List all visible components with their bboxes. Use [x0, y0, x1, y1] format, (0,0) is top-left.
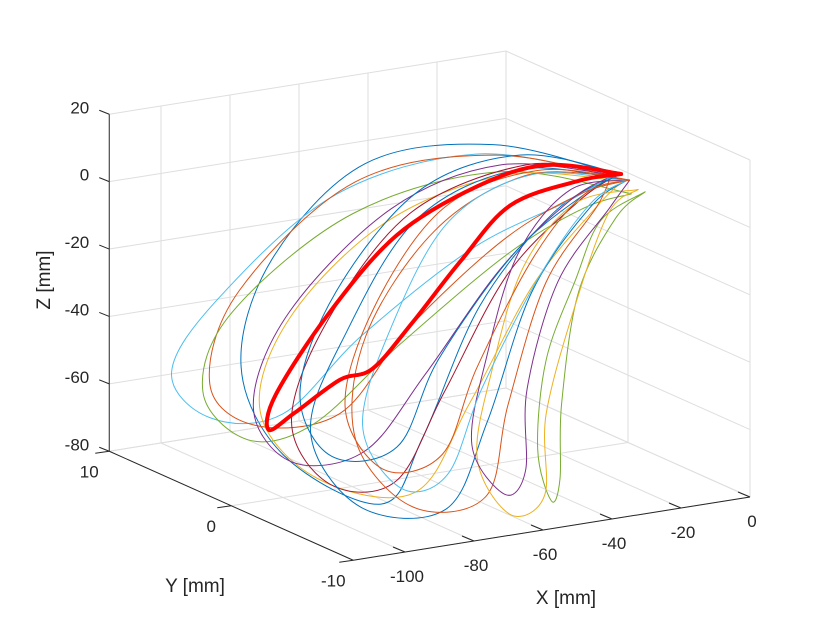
z-tick-label: 0 — [80, 166, 89, 185]
z-tick-label: -20 — [65, 233, 90, 252]
x-tick-label: -100 — [390, 567, 424, 586]
x-tick — [737, 491, 751, 498]
x-tick-label: -60 — [533, 545, 558, 564]
z-tick — [99, 446, 110, 452]
grid-line-z-side — [505, 252, 751, 363]
y-tick — [95, 450, 110, 454]
y-tick-label: 10 — [80, 462, 99, 481]
z-tick-label: -40 — [65, 300, 90, 319]
z-tick — [99, 109, 110, 115]
y-tick — [339, 559, 354, 563]
axes — [95, 109, 751, 563]
x-tick-label: -40 — [602, 534, 627, 553]
grid-line-z-side — [505, 117, 751, 228]
highlight-trajectory-line — [264, 162, 624, 433]
trajectories — [171, 143, 646, 519]
x-tick — [599, 513, 613, 520]
grid-line-z-back — [109, 252, 507, 317]
grid-line-z-side — [505, 387, 751, 498]
z-tick — [99, 244, 110, 250]
y-tick — [217, 505, 232, 509]
grid-lines — [109, 50, 751, 561]
z-tick-label: -80 — [65, 435, 90, 454]
trajectory-line — [171, 153, 612, 425]
x-tick-label: 0 — [747, 512, 756, 531]
trajectory-line — [290, 162, 618, 493]
grid-line-z-side — [505, 50, 751, 161]
trajectory-line — [351, 171, 612, 513]
grid-line-z-back — [109, 387, 507, 452]
grid-line-z-back — [109, 117, 507, 183]
grid-line-z-back — [109, 320, 507, 385]
trajectory-line — [201, 170, 632, 443]
trajectory-line — [208, 154, 627, 429]
y-tick-label: -10 — [321, 571, 346, 590]
trajectory-line — [299, 154, 622, 462]
x-tick-label: -80 — [464, 556, 489, 575]
trajectory-line — [470, 179, 631, 496]
y-axis-label: Y [mm] — [165, 576, 225, 597]
z-tick-label: -60 — [65, 368, 90, 387]
x-tick — [530, 524, 544, 531]
z-axis-label: Z [mm] — [34, 250, 55, 309]
grid-line-z-back — [109, 50, 507, 115]
x-axis-label: X [mm] — [536, 588, 596, 609]
z-tick — [99, 177, 110, 183]
grid-line-z-back — [109, 185, 507, 250]
x-tick-label: -20 — [671, 523, 696, 542]
trajectory-line — [537, 191, 646, 503]
grid-line-z-side — [505, 185, 751, 296]
trajectory-line — [476, 188, 639, 517]
grid-line-z-side — [505, 320, 751, 431]
trajectory-line — [344, 168, 631, 474]
x-tick — [668, 502, 682, 509]
trajectory-line — [240, 143, 618, 505]
x-tick — [461, 535, 475, 542]
grid-line-y-floor — [231, 442, 629, 507]
trajectory-line — [309, 167, 627, 519]
z-tick-label: 20 — [70, 98, 89, 117]
y-tick-label: 0 — [207, 517, 216, 536]
x-tick — [392, 546, 406, 553]
z-tick — [99, 311, 110, 317]
trajectory-line — [362, 172, 627, 493]
z-tick — [99, 379, 110, 385]
trajectory-line — [258, 172, 624, 499]
x-axis-line — [353, 496, 751, 561]
